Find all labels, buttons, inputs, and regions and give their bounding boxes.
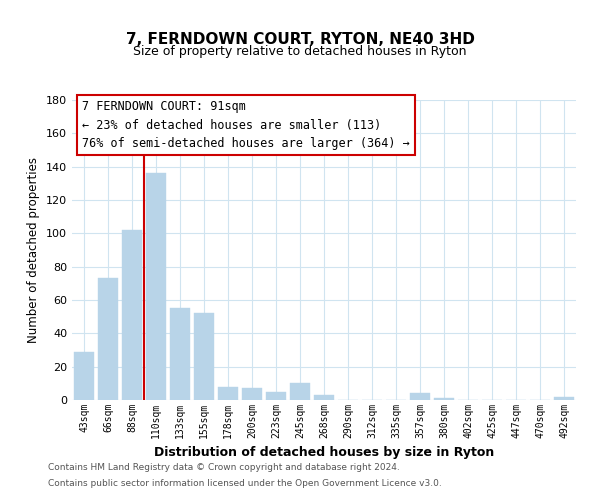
Text: Contains HM Land Registry data © Crown copyright and database right 2024.: Contains HM Land Registry data © Crown c… <box>48 464 400 472</box>
Bar <box>242 388 262 400</box>
Bar <box>290 384 310 400</box>
Text: Contains public sector information licensed under the Open Government Licence v3: Contains public sector information licen… <box>48 478 442 488</box>
Bar <box>218 386 238 400</box>
Bar <box>410 394 430 400</box>
Bar <box>314 395 334 400</box>
Bar <box>434 398 454 400</box>
Bar <box>170 308 190 400</box>
Bar <box>146 174 166 400</box>
Y-axis label: Number of detached properties: Number of detached properties <box>28 157 40 343</box>
Text: 7 FERNDOWN COURT: 91sqm
← 23% of detached houses are smaller (113)
76% of semi-d: 7 FERNDOWN COURT: 91sqm ← 23% of detache… <box>82 100 410 150</box>
X-axis label: Distribution of detached houses by size in Ryton: Distribution of detached houses by size … <box>154 446 494 460</box>
Bar <box>98 278 118 400</box>
Bar <box>554 396 574 400</box>
Bar <box>74 352 94 400</box>
Bar <box>122 230 142 400</box>
Text: Size of property relative to detached houses in Ryton: Size of property relative to detached ho… <box>133 45 467 58</box>
Bar <box>266 392 286 400</box>
Text: 7, FERNDOWN COURT, RYTON, NE40 3HD: 7, FERNDOWN COURT, RYTON, NE40 3HD <box>125 32 475 48</box>
Bar <box>194 314 214 400</box>
